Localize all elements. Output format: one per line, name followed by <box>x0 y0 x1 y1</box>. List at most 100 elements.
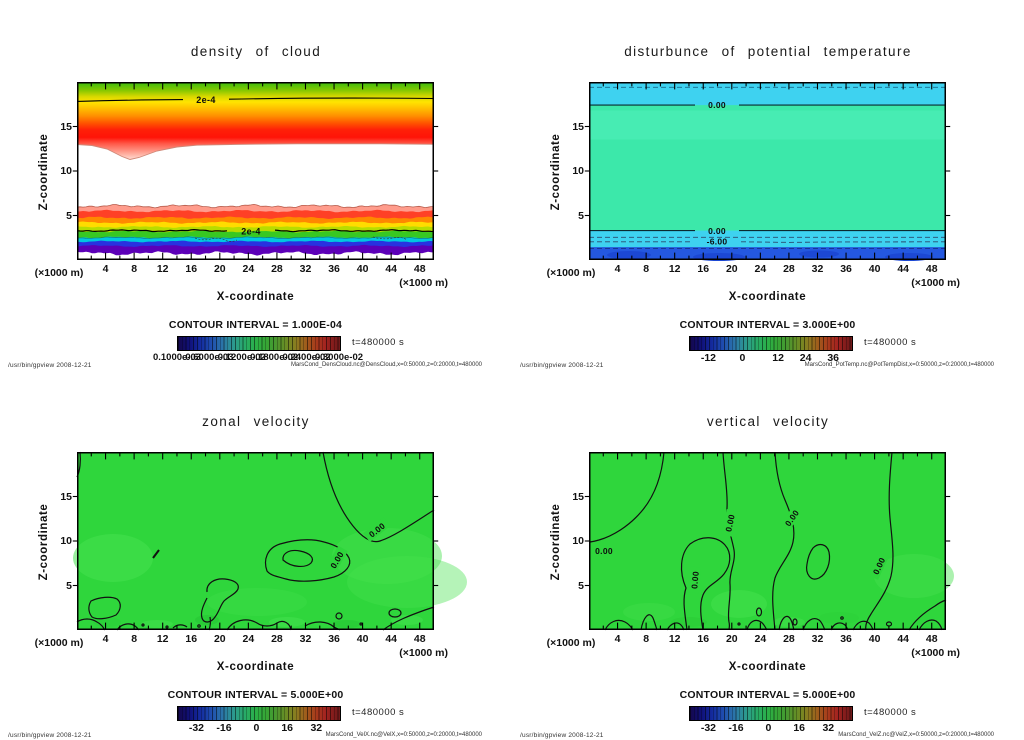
x-axis-label: X-coordinate <box>728 291 807 303</box>
colorbar-tick-label: -16 <box>216 722 232 734</box>
dashed-contour-minus6 <box>589 241 947 243</box>
contour-plot: 0.00 0.00 <box>72 451 467 631</box>
x-tick-label: 20 <box>213 633 226 645</box>
colorbar-tick-label: -12 <box>700 352 717 364</box>
footer-dataset: MarsCond_VelZ.nc@VelZ,x=0:50000,z=0:2000… <box>838 732 994 738</box>
colorbar-tick-label: 16 <box>281 722 293 734</box>
x-tick-label: 48 <box>925 633 938 645</box>
colorbar <box>689 706 853 721</box>
x-tick-label: 4 <box>614 633 621 645</box>
x-tick-label: 32 <box>811 263 824 275</box>
contour-line <box>76 203 434 209</box>
colorbar <box>177 706 341 721</box>
x-tick-label: 40 <box>868 633 881 645</box>
colorbar-tick-label: 0 <box>739 352 746 364</box>
time-label: t=480000 s <box>864 337 917 348</box>
x-tick-label: 32 <box>811 633 824 645</box>
x-tick-label: 8 <box>643 263 650 275</box>
x-tick-label: 40 <box>356 633 369 645</box>
bottom-cyan-band <box>589 230 946 248</box>
plot-area: 0.00 0.00 -6.00 <box>584 82 951 261</box>
mottle <box>269 617 305 627</box>
x-unit-label: (×1000 m) <box>399 647 448 659</box>
contour-plot: 0.00 0.00 0.00 0.00 0.00 <box>584 451 954 631</box>
contour-interval-label: CONTOUR INTERVAL = 1.000E-04 <box>168 319 343 331</box>
x-tick-label: 16 <box>697 633 710 645</box>
panel-title: density of cloud <box>190 44 322 59</box>
x-tick-label: 20 <box>725 633 738 645</box>
contour-label: 2e-4 <box>241 227 261 237</box>
y-tick-label: 10 <box>572 535 584 547</box>
plot-area: 0.00 0.00 <box>72 451 467 631</box>
mottle <box>141 620 173 628</box>
y-tick-label: 5 <box>66 579 72 592</box>
plot-frame <box>589 452 946 630</box>
panel-title: vertical velocity <box>706 414 830 429</box>
panel-zonal-velocity: zonal velocity Z-coordinate 5 10 15 <box>0 370 512 740</box>
mottle <box>391 615 423 625</box>
contour-interval-label: CONTOUR INTERVAL = 5.000E+00 <box>167 689 344 701</box>
panel-density-of-cloud: density of cloud Z-coordinate 5 10 15 <box>0 0 512 370</box>
contour-2e-4-upper <box>76 99 184 102</box>
contour-interval-label: CONTOUR INTERVAL = 5.000E+00 <box>679 689 856 701</box>
colorbar-tick-label: 0 <box>253 722 260 734</box>
contour-label-group: 0.00 <box>687 566 702 594</box>
x-tick-label: 44 <box>385 633 397 645</box>
y-unit-label: (×1000 m) <box>546 267 596 279</box>
light-patch <box>874 554 954 598</box>
panel-title: zonal velocity <box>202 414 310 429</box>
contour-label: 0.00 <box>708 100 726 110</box>
plot-frame <box>77 82 434 260</box>
lower-cloud-bands <box>76 203 435 260</box>
x-tick-label: 24 <box>242 263 255 275</box>
footer-dataset: MarsCond_DensCloud.nc@DensCloud,x=0:5000… <box>290 362 482 368</box>
x-tick-label: 24 <box>754 263 767 275</box>
colorbar-tick-label: 32 <box>310 722 323 734</box>
time-label: t=480000 s <box>352 337 405 348</box>
axis-ticks <box>72 82 439 260</box>
panel-title: disturbunce of potential temperature <box>624 44 912 59</box>
contour-label: 0.00 <box>689 571 701 590</box>
x-axis-label: X-coordinate <box>216 661 295 673</box>
light-patch <box>711 590 767 618</box>
footer-command: /usr/bin/gpview 2008-12-21 <box>520 732 604 739</box>
contour-2e-4-upper-right <box>228 97 435 100</box>
y-tick-label: 10 <box>60 535 72 547</box>
colorbar-tick-label: 24 <box>799 352 812 364</box>
colorbar-tick-label: -16 <box>728 722 744 734</box>
mottle <box>195 615 219 625</box>
colorbar-tick-label: 0.3000e-02 <box>314 352 364 363</box>
x-tick-label: 44 <box>897 263 909 275</box>
x-tick-label: 40 <box>356 263 369 275</box>
contour-interval-label: CONTOUR INTERVAL = 3.000E+00 <box>679 319 856 331</box>
zero-contours <box>76 451 435 631</box>
x-tick-label: 28 <box>271 263 283 275</box>
light-patch <box>623 603 675 621</box>
x-tick-label: 16 <box>185 263 198 275</box>
x-tick-label: 12 <box>156 263 169 275</box>
x-tick-label: 44 <box>385 263 397 275</box>
panel-vertical-velocity: vertical velocity Z-coordinate 5 10 15 <box>512 370 1024 740</box>
blue-blob <box>607 251 651 259</box>
x-axis-label: X-coordinate <box>728 661 807 673</box>
plot-area: 0.00 0.00 0.00 0.00 0.00 <box>584 451 954 631</box>
footer-command: /usr/bin/gpview 2008-12-21 <box>520 362 604 369</box>
y-unit-label: (×1000 m) <box>546 637 596 649</box>
y-tick-label: 15 <box>60 120 72 133</box>
time-label: t=480000 s <box>864 707 917 718</box>
x-tick-label: 16 <box>697 263 710 275</box>
contour-label-group: 0.00 <box>721 509 738 537</box>
colorbar-labels: -32 -16 0 16 32 <box>689 722 851 734</box>
y-unit-label: (×1000 m) <box>34 267 84 279</box>
x-tick-label: 8 <box>643 633 650 645</box>
colorbar-tick-label: 0.1000e-03 <box>152 352 202 363</box>
colorbar-labels: -12 0 12 24 36 <box>689 352 851 364</box>
plot-frame <box>77 452 434 630</box>
colorbar-tick-label: 0 <box>765 722 772 734</box>
x-unit-label: (×1000 m) <box>911 647 960 659</box>
x-tick-label: 12 <box>668 263 681 275</box>
x-tick-label: 48 <box>413 263 426 275</box>
axis-ticks <box>584 82 951 260</box>
light-patch <box>73 534 153 582</box>
